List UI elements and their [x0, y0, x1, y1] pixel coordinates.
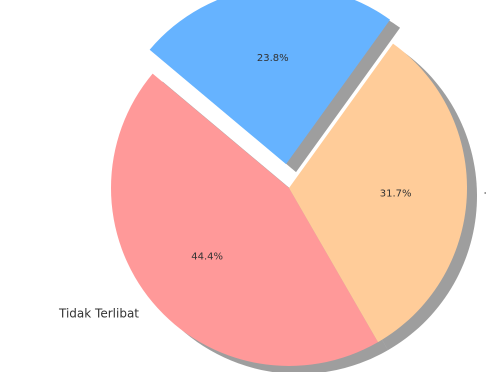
category-label-terlibat-terbatas: Terlibat Terbatas — [484, 190, 486, 204]
label-layer: 44.4% Tidak Terlibat 31.7% Terlibat Terbata… — [58, 53, 486, 320]
pct-label-tidak-terlibat: 44.4% — [191, 252, 223, 263]
slice-tidak-terlibat — [110, 73, 378, 367]
pct-label-terlibat-aktif: 23.8% — [257, 53, 289, 64]
slice-layer — [110, 0, 467, 367]
category-label-tidak-terlibat: Tidak Terlibat — [58, 306, 139, 320]
slice-terlibat-terbatas — [289, 43, 467, 343]
slice-terlibat-aktif — [149, 0, 391, 165]
pct-label-terlibat-terbatas: 31.7% — [380, 188, 412, 199]
